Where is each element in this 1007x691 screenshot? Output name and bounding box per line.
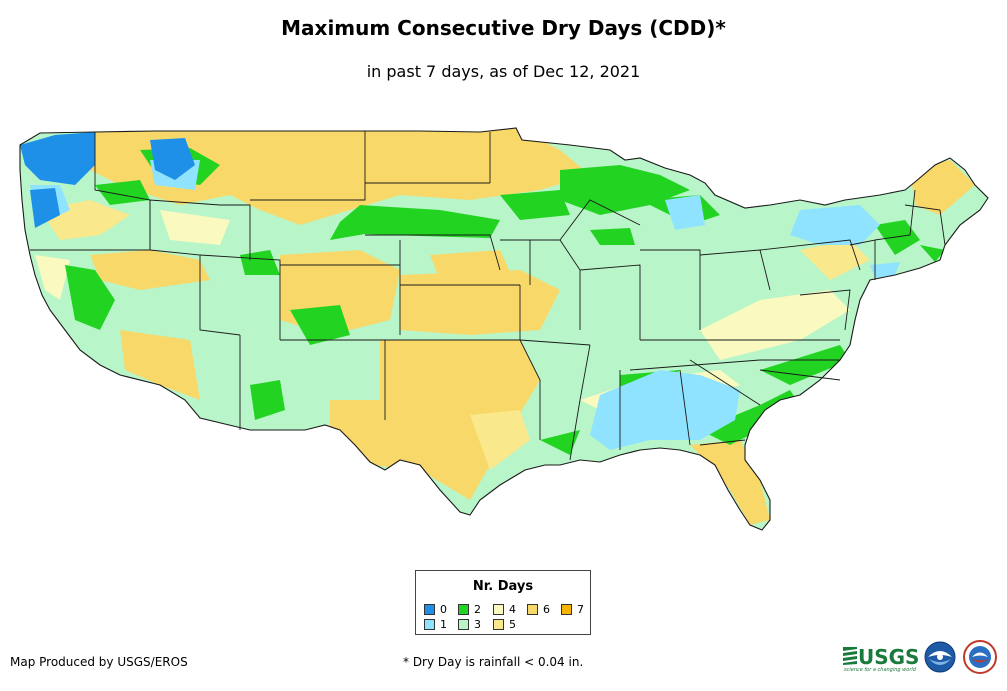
legend-title: Nr. Days	[472, 579, 534, 594]
legend-label: 2	[474, 603, 481, 616]
legend-label: 6	[543, 603, 550, 616]
map-title: Maximum Consecutive Dry Days (CDD)*	[281, 16, 726, 40]
legend-label: 0	[440, 603, 447, 616]
legend-label: 5	[509, 618, 516, 631]
legend-swatch	[493, 619, 504, 630]
legend-swatch	[493, 604, 504, 615]
legend-label: 1	[440, 618, 447, 631]
legend-swatch	[424, 619, 435, 630]
legend-swatch	[527, 604, 538, 615]
usgs-logo: USGS science for a changing world	[843, 643, 921, 673]
legend-swatch	[458, 619, 469, 630]
legend-label: 3	[474, 618, 481, 631]
nws-logo	[962, 640, 998, 674]
credit-text: Map Produced by USGS/EROS	[10, 655, 188, 669]
dry-day-footnote: * Dry Day is rainfall < 0.04 in.	[403, 655, 584, 669]
legend-swatch	[458, 604, 469, 615]
legend-swatch	[561, 604, 572, 615]
noaa-logo	[924, 641, 956, 673]
usgs-wordmark: USGS	[858, 645, 919, 669]
legend-swatch	[424, 604, 435, 615]
map-subtitle: in past 7 days, as of Dec 12, 2021	[366, 62, 641, 81]
legend: Nr. Days 0 1 2 3 4 5 6 7	[415, 570, 591, 635]
legend-label: 4	[509, 603, 516, 616]
usgs-tagline: science for a changing world	[844, 667, 917, 673]
legend-label: 7	[577, 603, 584, 616]
